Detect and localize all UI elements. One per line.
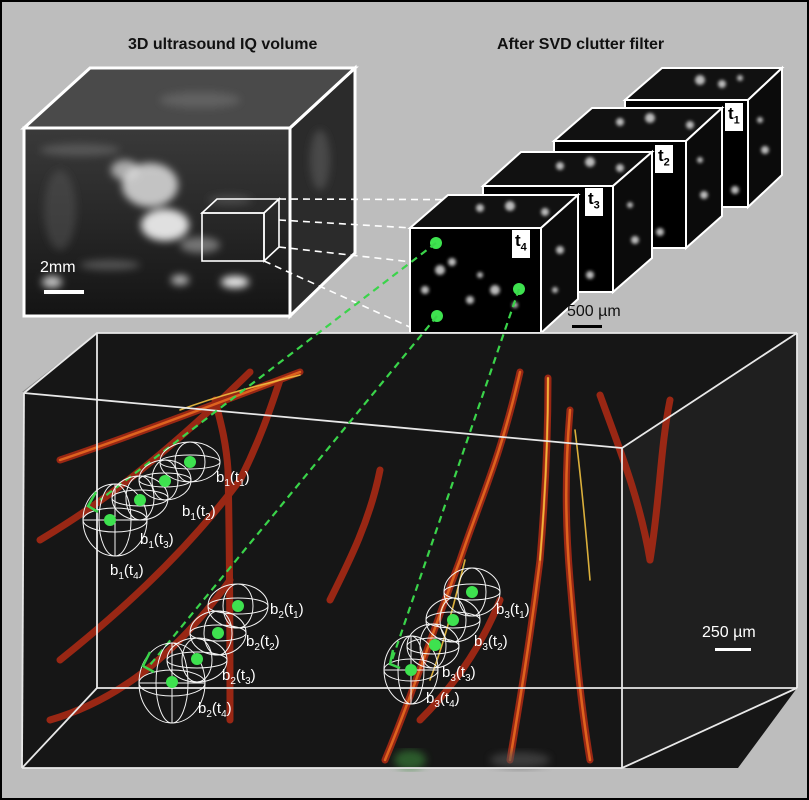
time-label-t4: t4	[512, 230, 530, 259]
vessel-volume	[21, 332, 798, 770]
bubble-ellipsoid	[189, 610, 247, 656]
time-label-t2: t2	[655, 145, 673, 174]
time-label-t1: t1	[725, 103, 743, 132]
tracking-lines	[99, 242, 521, 666]
scale-label-vessels: 250 µm	[702, 624, 756, 641]
bubble-cluster-b2	[138, 583, 269, 724]
bubble-ellipsoid	[383, 635, 439, 705]
bubble-label: b2(t4)	[198, 700, 232, 720]
scale-label-iq: 2mm	[40, 259, 76, 276]
iq-speckle-texture	[40, 92, 330, 288]
bubble-label: b3(t4)	[426, 690, 460, 710]
bubble-ellipsoid	[406, 623, 460, 669]
bubble-label: b1(t1)	[216, 469, 250, 489]
bubble-label: b1(t3)	[140, 531, 174, 551]
bubble-ellipsoid	[159, 441, 221, 483]
bubble-dots	[104, 456, 478, 688]
title-svd-filter: After SVD clutter filter	[497, 36, 665, 53]
bubble-label: b2(t1)	[270, 601, 304, 621]
scale-label-filtered: 500 µm	[567, 303, 621, 320]
time-label-t3: t3	[585, 188, 603, 217]
filtered-scale-bar	[572, 325, 602, 328]
bubble-label: b3(t1)	[496, 601, 530, 621]
filtered-frame-t4	[407, 192, 581, 336]
bubble-label: b3(t3)	[442, 664, 476, 684]
floor-glow	[394, 750, 550, 770]
bubble-ellipsoid	[207, 583, 269, 629]
bubble-label: b2(t2)	[246, 633, 280, 653]
bubble-label: b2(t3)	[222, 667, 256, 687]
iq-volume-cube	[20, 64, 359, 320]
bubble-label: b3(t2)	[474, 633, 508, 653]
vessel-scale-bar	[715, 648, 751, 651]
bubble-ellipsoid	[443, 567, 501, 617]
title-iq-volume: 3D ultrasound IQ volume	[128, 36, 318, 53]
bubble-label: b1(t2)	[182, 503, 216, 523]
bubble-cluster-b3	[383, 567, 501, 705]
iq-scale-bar	[44, 290, 84, 294]
motion-arrows	[86, 491, 401, 674]
bubble-label: b1(t4)	[110, 562, 144, 582]
vessel-volume-background	[22, 333, 797, 768]
